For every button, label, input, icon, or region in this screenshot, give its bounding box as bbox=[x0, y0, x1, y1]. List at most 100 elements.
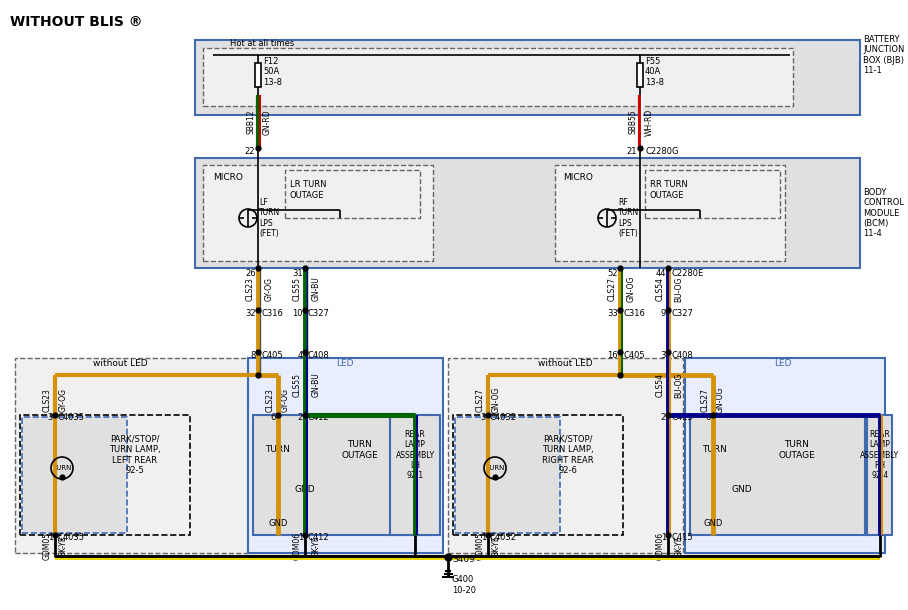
Text: GDM06: GDM06 bbox=[292, 532, 301, 560]
Bar bbox=[253, 415, 428, 535]
Text: MICRO: MICRO bbox=[563, 173, 593, 182]
Text: BATTERY
JUNCTION
BOX (BJB)
11-1: BATTERY JUNCTION BOX (BJB) 11-1 bbox=[863, 35, 904, 75]
Text: BU-OG: BU-OG bbox=[675, 276, 684, 302]
Text: 1: 1 bbox=[480, 534, 486, 542]
Text: C2280G: C2280G bbox=[645, 148, 678, 157]
Text: GND: GND bbox=[268, 518, 288, 528]
Bar bbox=[448, 358, 683, 553]
Text: PARK/STOP/
TURN LAMP,
RIGHT REAR
92-6: PARK/STOP/ TURN LAMP, RIGHT REAR 92-6 bbox=[542, 435, 594, 475]
Text: TURN: TURN bbox=[265, 445, 291, 454]
Text: GND: GND bbox=[732, 486, 753, 495]
Text: TURN: TURN bbox=[703, 445, 727, 454]
Text: CLS23: CLS23 bbox=[245, 277, 254, 301]
Text: GDM05: GDM05 bbox=[43, 532, 52, 560]
Text: TURN: TURN bbox=[485, 465, 505, 471]
Text: CLS27: CLS27 bbox=[476, 388, 485, 412]
Text: BK-YE: BK-YE bbox=[311, 536, 321, 556]
Text: LF
TURN
LPS
(FET): LF TURN LPS (FET) bbox=[259, 198, 281, 238]
Text: 2: 2 bbox=[298, 414, 303, 423]
Text: REAR
LAMP
ASSEMBLY
RH
92-4: REAR LAMP ASSEMBLY RH 92-4 bbox=[861, 429, 900, 480]
Text: 21: 21 bbox=[627, 148, 637, 157]
Text: CLS54: CLS54 bbox=[656, 277, 665, 301]
Text: C316: C316 bbox=[261, 309, 283, 318]
Bar bbox=[195, 40, 860, 115]
Text: GND: GND bbox=[295, 486, 315, 495]
Text: C412: C412 bbox=[308, 534, 330, 542]
Bar bbox=[645, 170, 780, 218]
Text: GY-OG: GY-OG bbox=[264, 277, 273, 301]
Text: 6: 6 bbox=[706, 414, 711, 423]
Bar bbox=[203, 165, 433, 261]
Text: C415: C415 bbox=[671, 414, 693, 423]
Text: CLS54: CLS54 bbox=[656, 373, 665, 397]
Text: RR TURN
OUTAGE: RR TURN OUTAGE bbox=[650, 181, 687, 199]
Text: 52: 52 bbox=[607, 268, 618, 278]
Text: REAR
LAMP
ASSEMBLY
LH
92-1: REAR LAMP ASSEMBLY LH 92-1 bbox=[396, 429, 435, 480]
Text: SBB12: SBB12 bbox=[246, 110, 255, 134]
Text: GND: GND bbox=[704, 518, 723, 528]
Text: LED: LED bbox=[336, 359, 354, 367]
Text: SBB55: SBB55 bbox=[628, 110, 637, 134]
Bar bbox=[255, 63, 261, 87]
Text: F12
50A
13-8: F12 50A 13-8 bbox=[263, 57, 282, 87]
Text: 31: 31 bbox=[292, 268, 303, 278]
Text: CLS27: CLS27 bbox=[700, 388, 709, 412]
Text: Hot at all times: Hot at all times bbox=[230, 38, 294, 48]
Text: GDM05: GDM05 bbox=[476, 532, 485, 560]
Text: LED: LED bbox=[775, 359, 792, 367]
Text: 8: 8 bbox=[251, 351, 256, 359]
Text: CLS23: CLS23 bbox=[43, 388, 52, 412]
Text: 22: 22 bbox=[244, 148, 255, 157]
Text: C412: C412 bbox=[308, 414, 330, 423]
Text: BK-YE: BK-YE bbox=[491, 536, 500, 556]
Text: GN-OG: GN-OG bbox=[627, 276, 636, 302]
Text: TURN
OUTAGE: TURN OUTAGE bbox=[779, 440, 815, 460]
Text: TURN: TURN bbox=[53, 465, 72, 471]
Bar bbox=[690, 415, 865, 535]
Bar bbox=[248, 358, 443, 553]
Bar bbox=[685, 358, 885, 553]
Text: 1: 1 bbox=[298, 534, 303, 542]
Text: 10: 10 bbox=[292, 309, 303, 318]
Text: LR TURN
OUTAGE: LR TURN OUTAGE bbox=[290, 181, 327, 199]
Text: C405: C405 bbox=[623, 351, 645, 359]
Bar bbox=[555, 165, 785, 261]
Text: C408: C408 bbox=[308, 351, 330, 359]
Text: WITHOUT BLIS ®: WITHOUT BLIS ® bbox=[10, 15, 143, 29]
Text: C316: C316 bbox=[623, 309, 645, 318]
Text: 32: 32 bbox=[245, 309, 256, 318]
Text: 6: 6 bbox=[271, 414, 276, 423]
Bar bbox=[22, 417, 127, 533]
Text: C4032: C4032 bbox=[490, 414, 517, 423]
Text: CLS55: CLS55 bbox=[292, 277, 301, 301]
Text: BODY
CONTROL
MODULE
(BCM)
11-4: BODY CONTROL MODULE (BCM) 11-4 bbox=[863, 188, 904, 239]
Text: 1: 1 bbox=[48, 534, 53, 542]
Text: 3: 3 bbox=[661, 351, 666, 359]
Text: 3: 3 bbox=[480, 414, 486, 423]
Bar bbox=[195, 158, 860, 268]
Text: S409: S409 bbox=[452, 556, 475, 564]
Text: GN-BU: GN-BU bbox=[311, 276, 321, 301]
Text: TURN
OUTAGE: TURN OUTAGE bbox=[341, 440, 379, 460]
Text: C4035: C4035 bbox=[57, 414, 84, 423]
Bar bbox=[637, 63, 643, 87]
Text: GN-BU: GN-BU bbox=[311, 373, 321, 397]
Text: 33: 33 bbox=[607, 309, 618, 318]
Text: BU-OG: BU-OG bbox=[675, 372, 684, 398]
Bar bbox=[455, 417, 560, 533]
Text: CLS23: CLS23 bbox=[265, 388, 274, 412]
Text: GN-OG: GN-OG bbox=[491, 387, 500, 413]
Text: C327: C327 bbox=[308, 309, 330, 318]
Text: 26: 26 bbox=[245, 268, 256, 278]
Text: MICRO: MICRO bbox=[213, 173, 242, 182]
Text: C2280E: C2280E bbox=[672, 268, 705, 278]
Text: C4032: C4032 bbox=[490, 534, 517, 542]
Text: WH-RD: WH-RD bbox=[645, 109, 654, 135]
Text: GY-OG: GY-OG bbox=[281, 388, 290, 412]
Text: 44: 44 bbox=[656, 268, 666, 278]
Text: GN-RD: GN-RD bbox=[262, 109, 271, 135]
Bar bbox=[15, 358, 250, 553]
Text: RF
TURN
LPS
(FET): RF TURN LPS (FET) bbox=[618, 198, 639, 238]
Text: C327: C327 bbox=[671, 309, 693, 318]
Text: F55
40A
13-8: F55 40A 13-8 bbox=[645, 57, 664, 87]
